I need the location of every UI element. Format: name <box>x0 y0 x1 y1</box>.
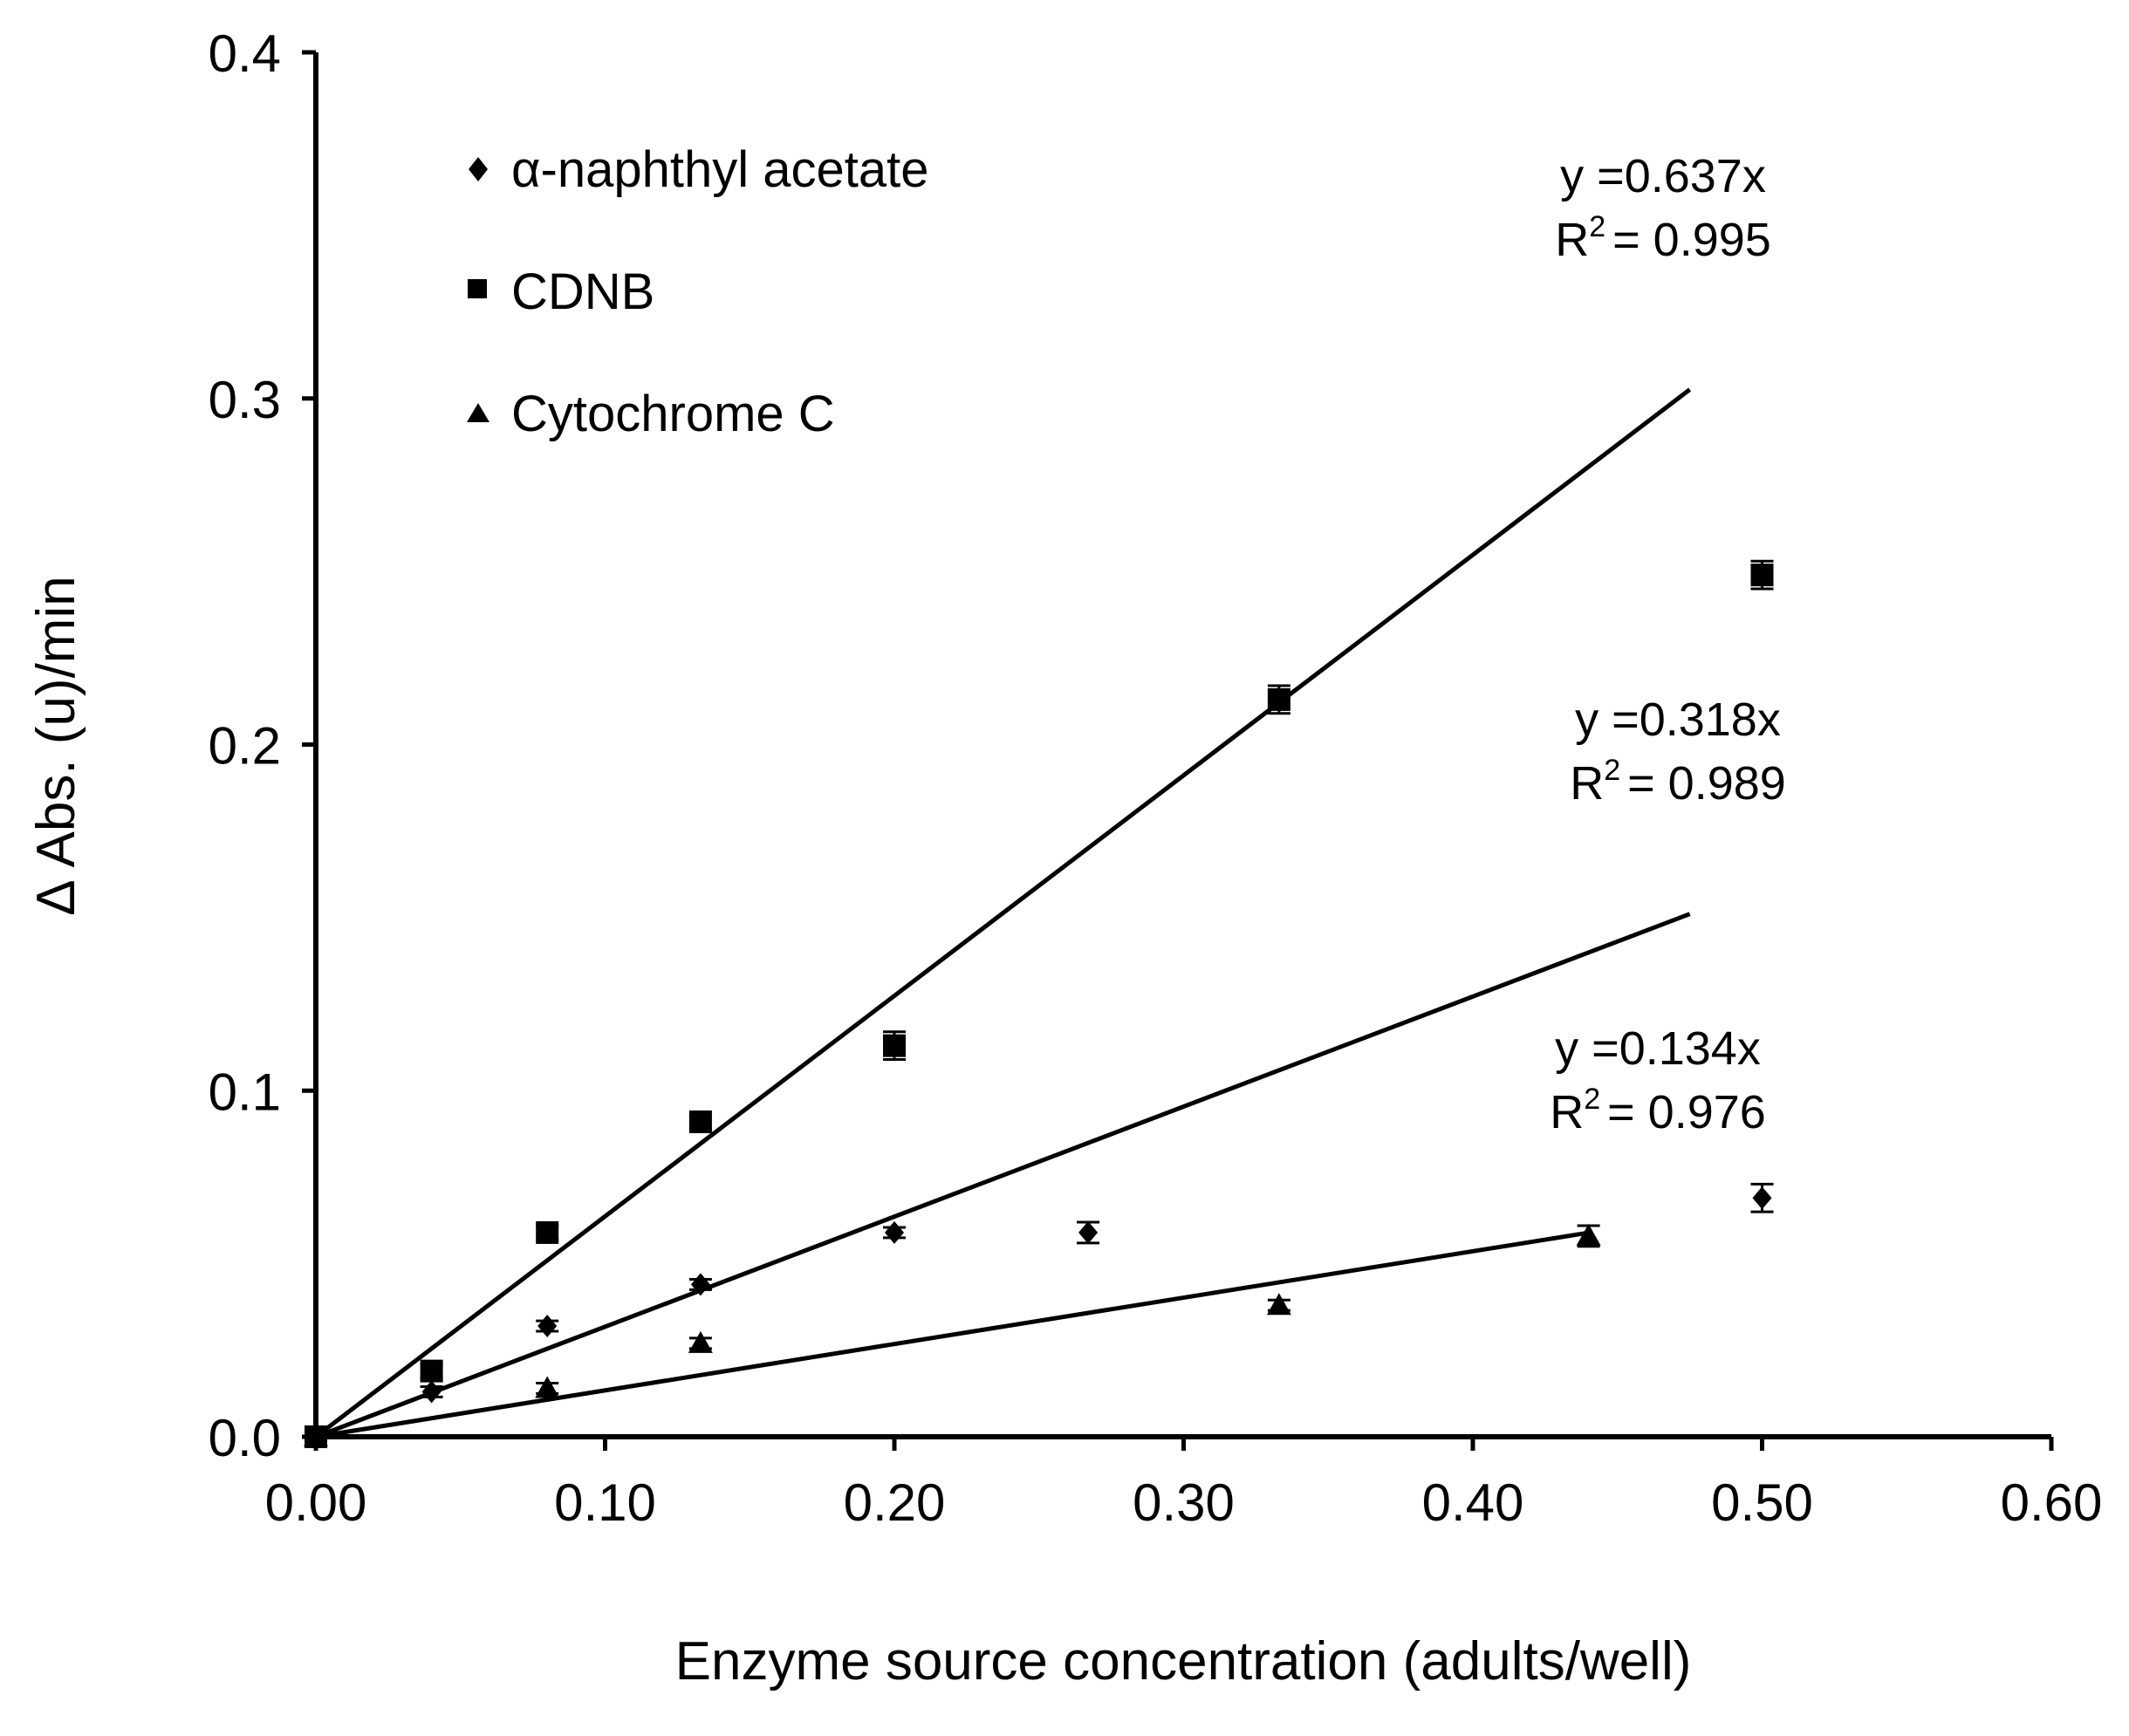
r-squared-alpha-naphthyl-acetate: R2 = 0.989 <box>1570 754 1786 810</box>
data-point-diamond <box>1078 1220 1099 1244</box>
data-point-diamond <box>885 1220 904 1244</box>
regression-annotations: y =0.637x R2 = 0.995 y =0.318x R2 = 0.989 … <box>1550 150 1786 1138</box>
legend-item-cytochrome-c: Cytochrome C <box>467 386 835 442</box>
data-point-square <box>1750 564 1774 587</box>
legend-label: Cytochrome C <box>511 386 835 442</box>
legend-item-alpha-naphthyl-acetate: α-naphthyl acetate <box>469 141 929 198</box>
x-tick-label: 0.10 <box>554 1473 656 1532</box>
x-tick-label: 0.50 <box>1711 1473 1813 1532</box>
legend-label: α-naphthyl acetate <box>511 141 929 198</box>
legend-marker-diamond <box>469 157 488 181</box>
y-tick-label: 0.0 <box>209 1409 281 1467</box>
data-point-square <box>688 1110 712 1133</box>
y-tick-label: 0.4 <box>209 24 281 83</box>
data-point-square <box>420 1359 443 1383</box>
data-point-triangle <box>688 1330 713 1353</box>
legend-marker-triangle <box>467 403 489 422</box>
data-point-diamond <box>1752 1186 1772 1210</box>
data-point-diamond <box>537 1315 558 1338</box>
fit-lines <box>314 387 1692 1439</box>
data-point-triangle <box>304 1425 328 1446</box>
axis-tick-labels: 0.00 0.10 0.20 0.30 0.40 0.50 0.60 0.0 0.1 0.2 0.3… <box>209 24 2103 1532</box>
equation-cdnb: y =0.637x <box>1560 150 1766 202</box>
r-squared-cdnb: R2 = 0.995 <box>1555 210 1771 266</box>
legend-item-cdnb: CDNB <box>468 263 654 320</box>
x-tick-label: 0.40 <box>1422 1473 1524 1532</box>
x-tick-label: 0.20 <box>844 1473 946 1532</box>
fit-line-square <box>314 387 1692 1439</box>
y-tick-label: 0.1 <box>209 1063 281 1121</box>
data-point-triangle <box>1576 1223 1601 1246</box>
x-tick-label: 0.60 <box>2001 1473 2103 1532</box>
data-markers <box>304 564 1774 1448</box>
data-point-square <box>883 1034 906 1057</box>
data-point-diamond <box>421 1380 442 1404</box>
data-point-square <box>1267 687 1290 711</box>
y-axis-title: Δ Abs. (u)/min <box>26 576 86 915</box>
annotation-alpha-naphthyl-acetate: y =0.318x R2 = 0.989 <box>1570 694 1786 810</box>
annotation-cdnb: y =0.637x R2 = 0.995 <box>1555 150 1771 266</box>
fit-line-diamond <box>315 912 1691 1439</box>
y-tick-label: 0.2 <box>209 717 281 776</box>
equation-cytochrome-c: y =0.134x <box>1555 1022 1761 1075</box>
fit-line-triangle <box>315 1230 1589 1439</box>
r-squared-cytochrome-c: R2 = 0.976 <box>1550 1083 1766 1138</box>
y-tick-label: 0.3 <box>209 371 281 429</box>
data-point-diamond <box>690 1273 710 1296</box>
x-tick-label: 0.30 <box>1133 1473 1235 1532</box>
data-point-triangle <box>1266 1293 1291 1316</box>
data-point-triangle <box>535 1376 560 1398</box>
x-tick-label: 0.00 <box>265 1473 367 1532</box>
equation-alpha-naphthyl-acetate: y =0.318x <box>1575 694 1781 746</box>
legend: α-naphthyl acetate CDNB Cytochrome C <box>467 141 929 442</box>
x-axis-title: Enzyme source concentration (adults/well… <box>675 1631 1692 1692</box>
legend-marker-square <box>468 279 487 298</box>
annotation-cytochrome-c: y =0.134x R2 = 0.976 <box>1550 1022 1766 1138</box>
data-point-square <box>536 1220 559 1244</box>
legend-label: CDNB <box>511 263 654 320</box>
